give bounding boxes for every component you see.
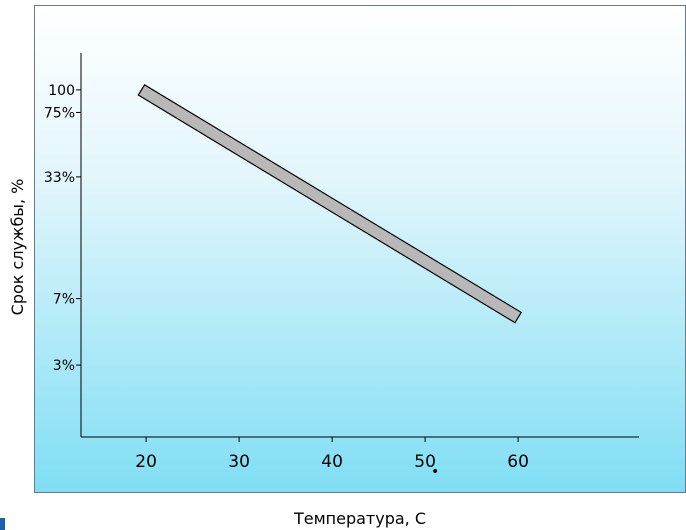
x-tick-label: 50 bbox=[414, 452, 436, 472]
x-tick-label: 30 bbox=[228, 452, 250, 472]
y-tick-label: 3% bbox=[53, 358, 75, 374]
annotation-dot: • bbox=[431, 464, 439, 480]
y-tick-label: 100 bbox=[48, 83, 75, 99]
page-corner-mark bbox=[0, 518, 5, 530]
x-tick-label: 20 bbox=[135, 452, 157, 472]
y-tick-label: 33% bbox=[44, 170, 75, 186]
x-axis-title-wrap: Температура, С bbox=[34, 509, 686, 528]
y-tick-label: 7% bbox=[53, 292, 75, 308]
x-axis-title: Температура, С bbox=[293, 509, 427, 528]
y-tick-label: 75% bbox=[44, 105, 75, 121]
y-axis-title-wrap: Срок службы, % bbox=[8, 179, 27, 316]
chart-background bbox=[35, 6, 685, 492]
y-axis-title: Срок службы, % bbox=[8, 179, 27, 316]
x-tick-label: 40 bbox=[321, 452, 343, 472]
x-tick-label: 60 bbox=[507, 452, 529, 472]
chart: 100 75% 33% 7% 3% 20 30 40 50 60 • bbox=[35, 6, 685, 492]
series-line bbox=[137, 83, 523, 324]
chart-frame: 100 75% 33% 7% 3% 20 30 40 50 60 • bbox=[34, 5, 686, 493]
